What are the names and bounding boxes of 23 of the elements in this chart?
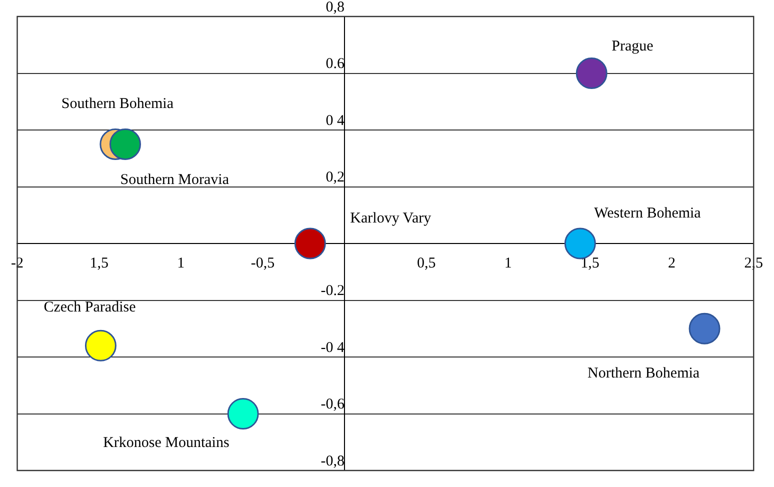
series-label: Northern Bohemia	[588, 366, 700, 382]
y-tick-label: 0.6	[326, 56, 346, 72]
x-tick-label: -0,5	[250, 255, 275, 272]
series-label: Southern Bohemia	[61, 96, 174, 112]
y-tick-label: 0 4	[326, 112, 346, 129]
series-label: Czech Paradise	[44, 300, 136, 316]
y-tick-label: -0.2	[320, 283, 345, 300]
series-label: Southern Moravia	[120, 172, 230, 188]
x-tick-label: 0,5	[416, 255, 436, 272]
x-tick-label: 1,5	[580, 255, 600, 272]
x-tick-label: 1	[177, 255, 185, 272]
y-tick-label: 0,2	[326, 170, 345, 186]
series-label: Karlovy Vary	[350, 210, 432, 226]
series-label: Western Bohemia	[594, 206, 702, 222]
y-tick-label: 0,8	[326, 0, 345, 16]
y-tick-label: -0,6	[320, 396, 346, 413]
series-label: Prague	[612, 38, 654, 54]
y-tick-label: -0,8	[320, 453, 345, 470]
x-tick-label: 1,5	[90, 255, 108, 272]
x-tick-label: 1	[504, 255, 512, 272]
series-label: Krkonose Mountains	[103, 434, 230, 451]
y-tick-label: -0 4	[320, 340, 346, 356]
x-tick-label: 2	[668, 255, 676, 272]
